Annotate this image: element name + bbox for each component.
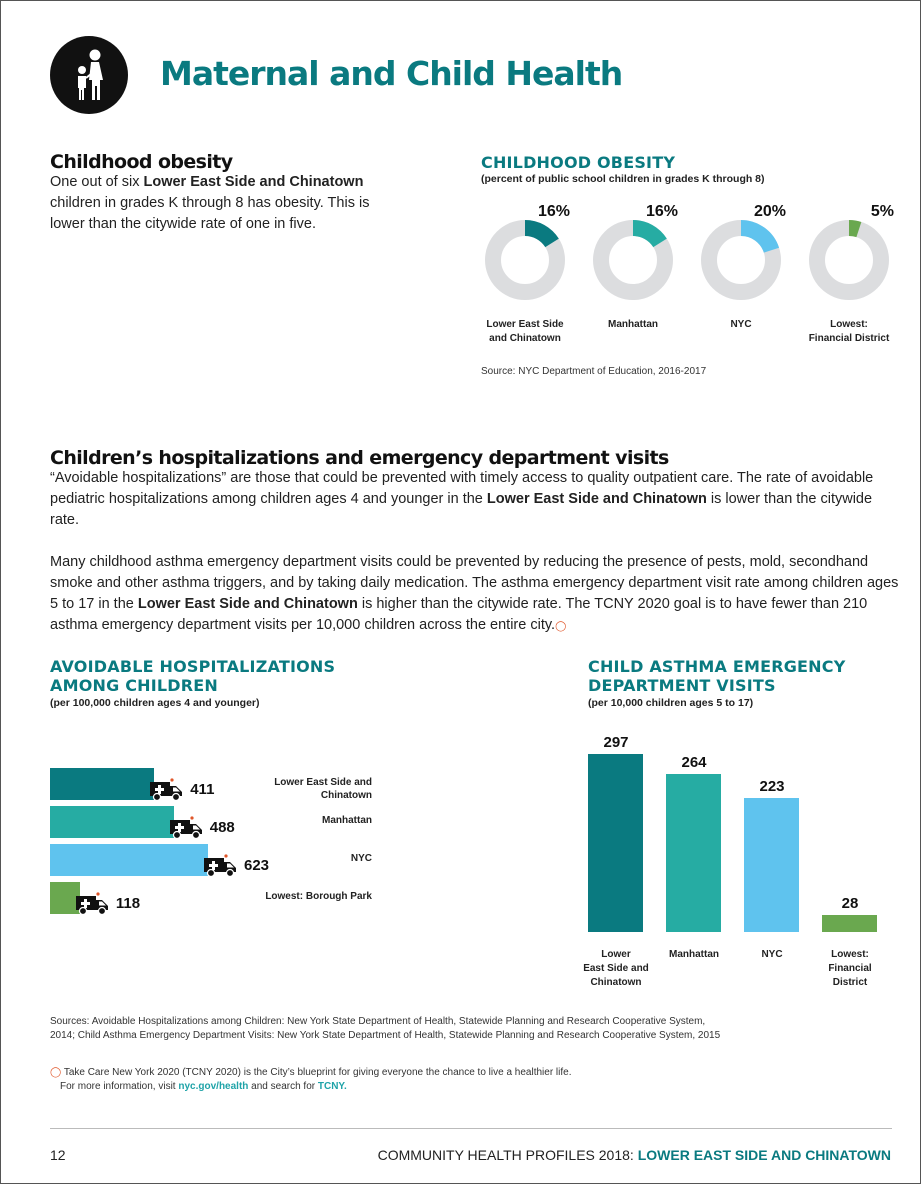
hosp-chart-subtitle: (per 100,000 children ages 4 and younger… <box>50 697 260 709</box>
obesity-source: Source: NYC Department of Education, 201… <box>481 366 707 377</box>
tcny-apple-icon: ◯ <box>50 1067 62 1078</box>
tcny-note: ◯ Take Care New York 2020 (TCNY 2020) is… <box>50 1067 572 1092</box>
hosp-bar <box>50 844 208 876</box>
donut-category-label: Manhattan <box>608 319 658 330</box>
donut-value-label: 16% <box>645 203 678 220</box>
hosp-bar-label: Lower East Side and Chinatown <box>274 777 372 801</box>
footer-title: COMMUNITY HEALTH PROFILES 2018: LOWER EA… <box>377 1147 891 1163</box>
asthma-bar-chart: 297 Lower East Side and Chinatown 264 Manhatt… <box>575 725 905 1005</box>
page-number: 12 <box>50 1147 66 1163</box>
hospitalizations-paragraph-1: “Avoidable hospitalizations” are those t… <box>50 470 874 528</box>
donut-category-label: NYC <box>730 319 752 330</box>
hosp-bar-label: Lowest: Borough Park <box>265 891 372 902</box>
donut-2 <box>593 220 673 300</box>
asthma-bar-value: 264 <box>681 753 707 771</box>
tcny-link[interactable]: TCNY. <box>317 1081 347 1092</box>
obesity-heading: Childhood obesity <box>50 151 233 173</box>
hosp-bar <box>50 882 80 914</box>
hospitalizations-heading: Children’s hospitalizations and emergenc… <box>50 447 669 469</box>
donut-segment <box>809 220 889 300</box>
donut-value-label: 5% <box>870 203 894 220</box>
asthma-bar-value: 223 <box>759 778 785 796</box>
asthma-chart-title: CHILD ASTHMA EMERGENCY DEPARTMENT VISITS <box>588 657 846 695</box>
hosp-bar-value: 623 <box>244 857 270 874</box>
hosp-chart-title: AVOIDABLE HOSPITALIZATIONS AMONG CHILDREN <box>50 657 336 695</box>
hosp-bar <box>50 806 174 838</box>
asthma-bar-value: 297 <box>603 734 629 751</box>
obesity-donut-chart: 16% Lower East Side and Chinatown 16% Manhat… <box>470 195 900 355</box>
asthma-bar <box>588 754 643 932</box>
donut-3 <box>701 220 781 300</box>
ambulance-icon <box>169 816 202 840</box>
asthma-bar <box>744 798 799 932</box>
obesity-text: One out of six Lower East Side and China… <box>50 174 370 232</box>
donut-track <box>809 220 889 300</box>
hosp-bar-value: 488 <box>209 819 235 836</box>
hosp-bar-value: 118 <box>115 895 141 912</box>
footer-divider <box>50 1128 892 1129</box>
hosp-bar-label: Manhattan <box>322 815 372 826</box>
asthma-bar-label: Lower East Side and Chinatown <box>583 949 649 988</box>
asthma-bar-label: NYC <box>761 949 783 960</box>
page-title: Maternal and Child Health <box>160 54 623 93</box>
donut-category-label: Lowest: Financial District <box>808 319 890 344</box>
donut-value-label: 20% <box>753 203 786 220</box>
donut-segment <box>701 220 781 300</box>
asthma-bar-label: Manhattan <box>669 949 719 960</box>
asthma-bar <box>666 773 721 932</box>
tcny-apple-icon: ◯ <box>555 621 567 632</box>
donut-1 <box>485 220 565 300</box>
mother-child-icon <box>50 36 128 114</box>
sources-note: Sources: Avoidable Hospitalizations amon… <box>50 1016 721 1041</box>
obesity-chart-subtitle: (percent of public school children in gr… <box>481 173 765 185</box>
asthma-bar-label: Lowest: Financial District <box>828 949 872 988</box>
asthma-chart-subtitle: (per 10,000 children ages 5 to 17) <box>588 697 754 709</box>
hosp-bar-label: NYC <box>350 853 372 864</box>
hosp-bar-chart: 411 Lower East Side and Chinatown 488 Manhat… <box>50 760 390 960</box>
obesity-chart-title: CHILDHOOD OBESITY <box>481 153 676 172</box>
hospitalizations-paragraph-2: Many childhood asthma emergency departme… <box>50 554 899 633</box>
donut-segment <box>485 220 565 300</box>
asthma-bar <box>822 915 877 932</box>
donut-4 <box>809 220 889 300</box>
donut-segment <box>593 220 673 300</box>
ambulance-icon <box>150 778 183 802</box>
donut-value-label: 16% <box>537 203 570 220</box>
hosp-bar <box>50 768 155 800</box>
nyc-health-link[interactable]: nyc.gov/health <box>178 1081 249 1092</box>
asthma-bar-value: 28 <box>841 895 859 913</box>
donut-category-label: Lower East Side and Chinatown <box>486 319 564 344</box>
ambulance-icon <box>204 854 236 878</box>
hosp-bar-value: 411 <box>190 781 215 798</box>
ambulance-icon <box>75 892 108 916</box>
